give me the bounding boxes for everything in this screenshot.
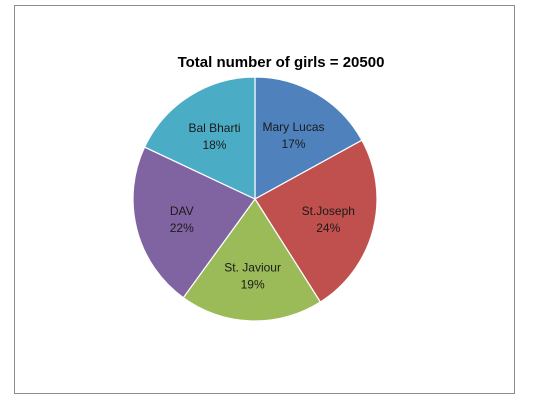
slice-name-label: Mary Lucas [262, 120, 324, 134]
slice-name-label: DAV [170, 204, 194, 218]
pie-slice-st-joseph [254, 139, 378, 303]
slice-name-label: St.Joseph [302, 204, 355, 218]
pie-slice-bal-bharti [143, 76, 256, 200]
slice-labels: Mary Lucas 17% St.Joseph 24% St. Javiour 19% D… [170, 120, 355, 292]
pie-slice-mary-lucas [254, 76, 363, 201]
slice-name-label: St. Javiour [224, 261, 281, 275]
slice-name-label: Bal Bharti [188, 121, 240, 135]
slice-percent-label: 24% [316, 221, 340, 235]
slice-percent-label: 19% [241, 278, 265, 292]
chart-title: Total number of girls = 20500 [178, 54, 385, 71]
slice-percent-label: 18% [202, 138, 226, 152]
slice-percent-label: 22% [170, 221, 194, 235]
pie-slice-st-javiour [182, 197, 322, 322]
slice-percent-label: 17% [281, 137, 305, 151]
pie-slices [132, 76, 378, 322]
